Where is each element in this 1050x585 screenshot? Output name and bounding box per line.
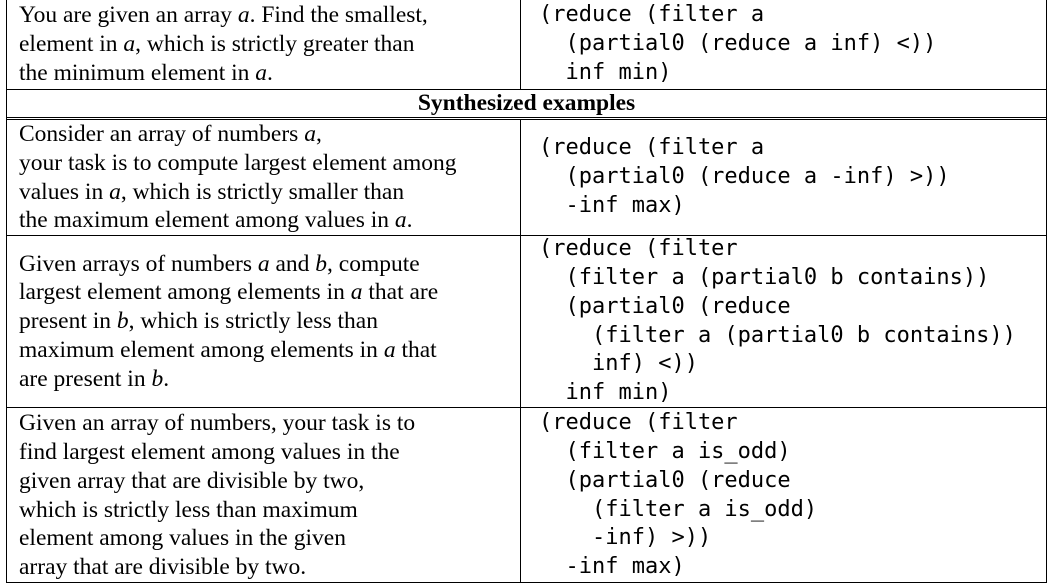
description-line: are present in b. — [19, 365, 170, 392]
description-line: which is strictly less than maximum — [19, 496, 358, 523]
description-cell: Given arrays of numbers a and b, compute… — [7, 236, 521, 407]
program-line: inf min) — [539, 59, 672, 85]
examples-table: You are given an array a. Find the small… — [6, 0, 1047, 583]
description-cell: You are given an array a. Find the small… — [7, 0, 521, 89]
description-line: maximum element among elements in a that — [19, 336, 437, 363]
program-line: (filter a is_odd) — [539, 496, 818, 522]
math-variable: a — [350, 279, 363, 306]
description-line: the maximum element among values in a. — [19, 207, 413, 234]
description-line: present in b, which is strictly less tha… — [19, 308, 378, 335]
table-row: Consider an array of numbers a, your tas… — [7, 120, 1046, 236]
math-variable: a — [383, 336, 396, 363]
program-line: (reduce (filter — [539, 410, 738, 436]
math-variable: b — [315, 250, 328, 277]
program-cell: (reduce (filter a (partial0 (reduce a in… — [521, 0, 1046, 89]
math-variable: a — [257, 250, 270, 277]
description-line: Given arrays of numbers a and b, compute — [19, 250, 420, 277]
section-title: Synthesized examples — [417, 90, 636, 116]
math-variable: a — [237, 2, 250, 28]
description-cell: Given an array of numbers, your task is … — [7, 408, 521, 583]
description-line: element among values in the given — [19, 525, 346, 552]
math-variable: b — [116, 308, 129, 335]
table-row: Given arrays of numbers a and b, compute… — [7, 236, 1046, 408]
program-line: -inf max) — [539, 192, 685, 218]
program-cell: (reduce (filter (filter a is_odd) (parti… — [521, 408, 1046, 583]
program-line: -inf max) — [539, 554, 685, 580]
description-line: values in a, which is strictly smaller t… — [19, 178, 405, 205]
program-line: (reduce (filter — [539, 236, 738, 262]
program-line: (partial0 (reduce a inf) <)) — [539, 30, 937, 56]
description-line: your task is to compute largest element … — [19, 149, 457, 176]
math-variable: a — [123, 30, 136, 57]
description-line: element in a, which is strictly greater … — [19, 30, 415, 57]
program-line: inf min) — [539, 380, 672, 406]
math-variable: a — [255, 59, 268, 86]
description-line: You are given an array a. Find the small… — [19, 2, 428, 28]
description-line: find largest element among values in the — [19, 438, 400, 465]
program-line: (partial0 (reduce — [539, 467, 791, 493]
program-cell: (reduce (filter a (partial0 (reduce a -i… — [521, 120, 1046, 235]
program-line: (filter a (partial0 b contains)) — [539, 264, 990, 290]
program-line: (filter a is_odd) — [539, 438, 791, 464]
description-line: the minimum element in a. — [19, 59, 273, 86]
program-line: inf) <)) — [539, 351, 698, 377]
description-line: given array that are divisible by two, — [19, 467, 365, 494]
description-line: Consider an array of numbers a, — [19, 120, 322, 147]
program-line: (partial0 (reduce — [539, 293, 791, 319]
program-line: (filter a (partial0 b contains)) — [539, 322, 1016, 348]
program-line: (partial0 (reduce a -inf) >)) — [539, 164, 950, 190]
description-line: largest element among elements in a that… — [19, 279, 439, 306]
math-variable: a — [109, 178, 121, 205]
math-variable: b — [151, 365, 164, 392]
table-row: You are given an array a. Find the small… — [7, 0, 1046, 90]
math-variable: a — [304, 120, 316, 147]
description-cell: Consider an array of numbers a, your tas… — [7, 120, 521, 235]
program-cell: (reduce (filter (filter a (partial0 b co… — [521, 236, 1046, 407]
program-line: (reduce (filter a — [539, 2, 765, 27]
description-line: Given an array of numbers, your task is … — [19, 410, 416, 437]
math-variable: a — [394, 207, 407, 234]
program-line: -inf) >)) — [539, 525, 712, 551]
program-line: (reduce (filter a — [539, 135, 765, 161]
description-line: array that are divisible by two. — [19, 554, 307, 581]
table-row: Given an array of numbers, your task is … — [7, 408, 1046, 583]
section-header-row: Synthesized examples — [7, 90, 1046, 120]
